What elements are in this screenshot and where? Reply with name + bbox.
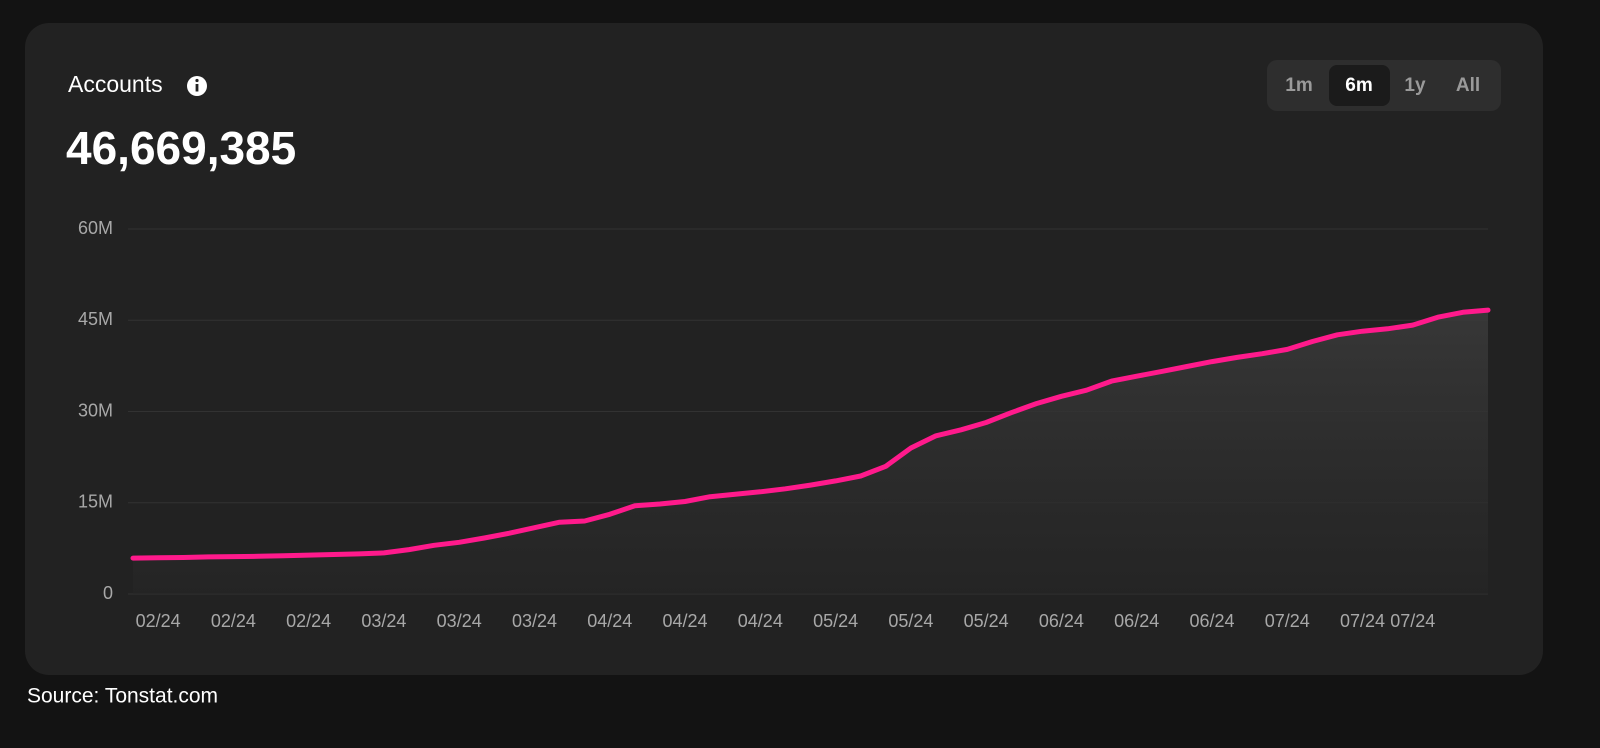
x-tick-label: 06/24 [1114, 611, 1159, 631]
range-tab[interactable]: 1m [1285, 75, 1312, 96]
range-tab[interactable]: All [1456, 75, 1480, 96]
x-tick-label: 03/24 [437, 611, 482, 631]
x-tick-label: 02/24 [211, 611, 256, 631]
x-tick-label: 04/24 [663, 611, 708, 631]
x-tick-label: 06/24 [1039, 611, 1084, 631]
active-tab-bg [1329, 65, 1390, 106]
x-tick-label: 04/24 [738, 611, 783, 631]
chart-title: Accounts [68, 71, 163, 97]
x-tick-label: 05/24 [888, 611, 933, 631]
area [133, 310, 1488, 594]
x-tick-label: 02/24 [136, 611, 181, 631]
total-value: 46,669,385 [66, 122, 296, 174]
x-tick-label: 07/24 [1340, 611, 1385, 631]
x-tick-label: 03/24 [512, 611, 557, 631]
x-tick-label: 07/24 [1390, 611, 1435, 631]
range-tab[interactable]: 1y [1404, 75, 1426, 96]
x-tick-label: 05/24 [813, 611, 858, 631]
x-tick-label: 03/24 [361, 611, 406, 631]
x-tick-label: 07/24 [1265, 611, 1310, 631]
line [130, 307, 1491, 561]
source: Source: Tonstat.com [27, 685, 218, 708]
x-tick-label: 02/24 [286, 611, 331, 631]
y-tick-label: 15M [78, 492, 113, 512]
y-tick-label: 30M [78, 400, 113, 420]
y-tick-label: 45M [78, 309, 113, 329]
y-tick-label: 60M [78, 218, 113, 238]
x-tick-label: 05/24 [964, 611, 1009, 631]
x-tick-label: 06/24 [1189, 611, 1234, 631]
y-tick-label: 0 [103, 583, 113, 603]
x-tick-label: 04/24 [587, 611, 632, 631]
info-icon[interactable] [187, 76, 207, 96]
range-tab[interactable]: 6m [1345, 75, 1372, 96]
